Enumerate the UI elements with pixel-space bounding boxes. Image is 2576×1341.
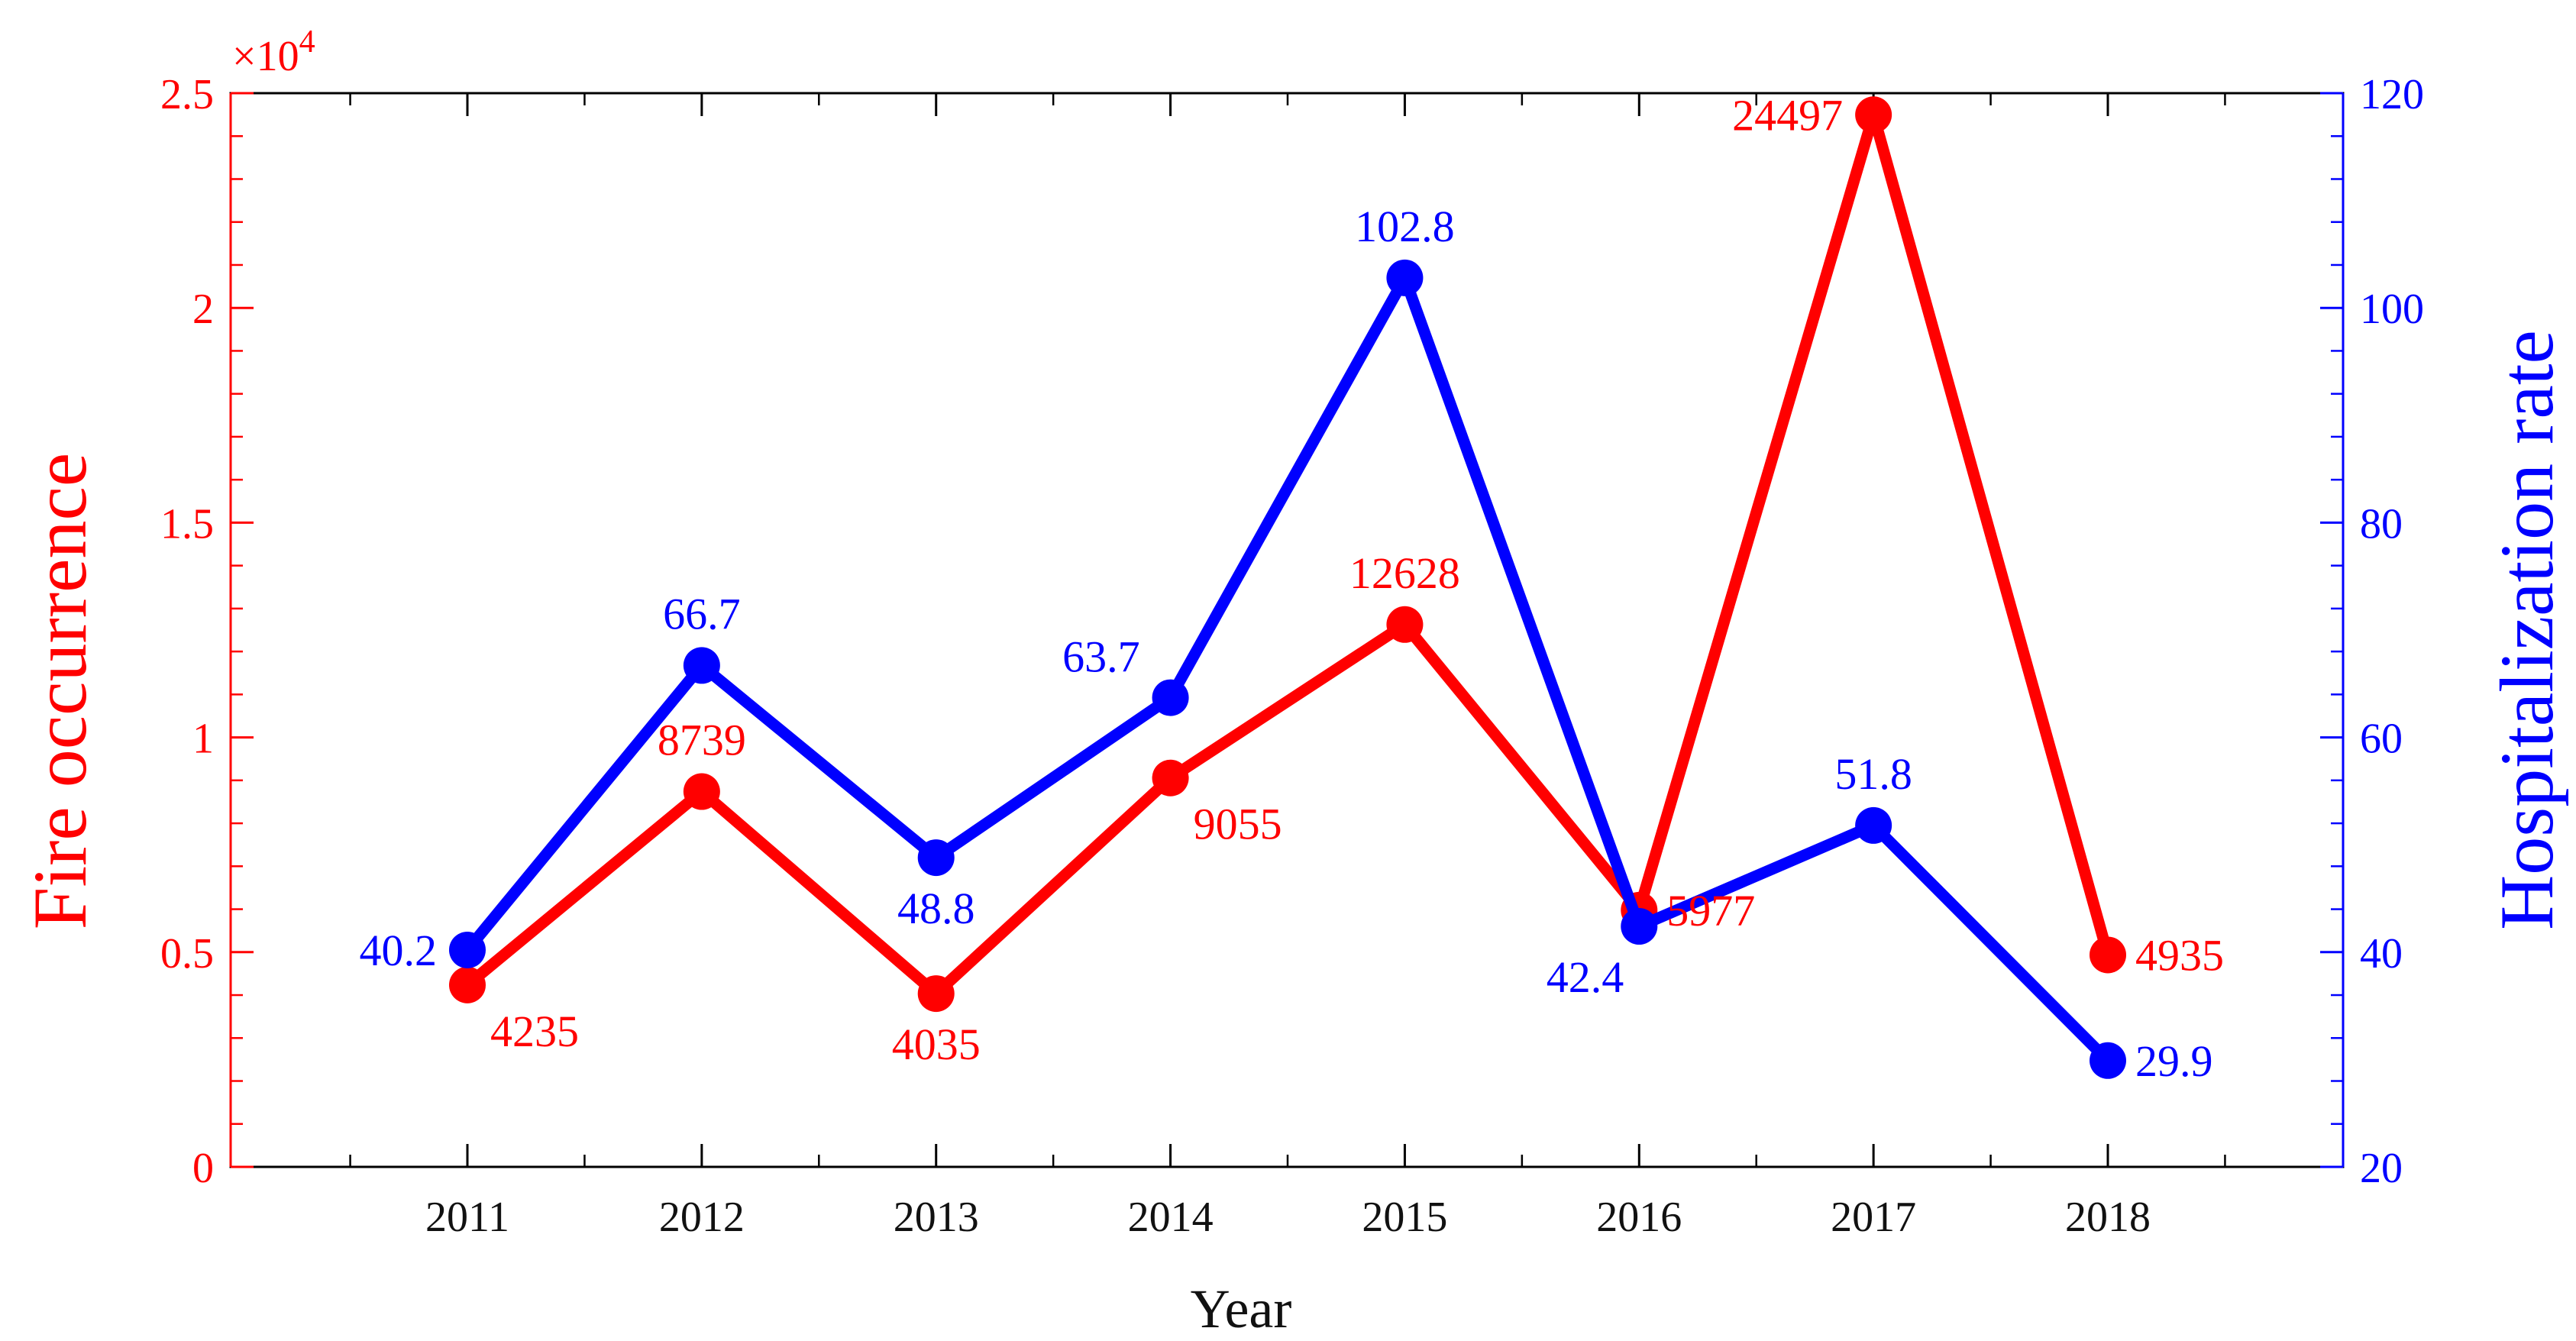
data-point — [917, 975, 955, 1013]
multiplier-base: ×10 — [232, 33, 299, 80]
left-axis-title: Fire occurrence — [18, 453, 102, 930]
data-label: 5977 — [1666, 886, 1755, 935]
right-tick-label: 120 — [2360, 71, 2424, 118]
left-tick-label: 2 — [192, 286, 214, 333]
data-point — [1855, 806, 1892, 844]
data-label: 29.9 — [2135, 1036, 2213, 1086]
data-point — [1855, 96, 1892, 134]
data-point — [2090, 936, 2126, 974]
data-label: 102.8 — [1355, 202, 1455, 251]
data-label: 12628 — [1349, 548, 1460, 598]
data-point — [449, 966, 486, 1003]
series-line-hospitalization-rate — [463, 272, 2112, 1065]
data-point — [2090, 1042, 2126, 1079]
left-tick-label: 0.5 — [160, 930, 214, 977]
x-tick-label: 2013 — [894, 1194, 979, 1241]
right-tick-label: 60 — [2360, 716, 2403, 763]
data-point — [1386, 259, 1424, 296]
left-tick-label: 1 — [192, 716, 214, 763]
series-layer — [449, 96, 2126, 1079]
data-label: 48.8 — [897, 884, 975, 933]
data-point — [1152, 679, 1189, 716]
data-label: 9055 — [1194, 800, 1282, 849]
data-label: 4235 — [490, 1007, 579, 1056]
left-tick-label: 2.5 — [160, 71, 214, 118]
data-label: 24497 — [1732, 90, 1843, 140]
right-axis-title: Hospitalization rate — [2484, 330, 2569, 930]
left-tick-label: 1.5 — [160, 500, 214, 548]
data-point — [683, 773, 720, 810]
data-point — [917, 839, 955, 877]
data-point — [683, 647, 720, 684]
data-label: 51.8 — [1834, 749, 1912, 799]
data-label: 40.2 — [360, 926, 438, 975]
axes: 0 0.5 1 1.5 2 2.5 ×104 20 40 60 80 100 120 2011 2012 20… — [18, 24, 2569, 1339]
data-label: 4935 — [2135, 930, 2224, 980]
right-tick-label: 40 — [2360, 930, 2403, 977]
data-point — [449, 931, 486, 968]
x-tick-label: 2014 — [1128, 1194, 1214, 1241]
data-label: 42.4 — [1547, 952, 1624, 1002]
left-tick-label: 0 — [192, 1145, 214, 1192]
data-point — [1386, 606, 1424, 643]
data-label: 4035 — [892, 1019, 981, 1069]
x-axis-title: Year — [1191, 1278, 1292, 1339]
x-tick-label: 2011 — [425, 1194, 509, 1241]
minor-ticks — [231, 93, 2343, 1167]
right-tick-label: 20 — [2360, 1145, 2403, 1192]
data-labels: 4235 8739 4035 9055 12628 5977 24497 4935 40.2 66… — [360, 90, 2225, 1086]
x-tick-label: 2015 — [1362, 1194, 1447, 1241]
data-point — [1621, 908, 1658, 945]
left-axis-multiplier: ×104 — [232, 24, 315, 80]
right-tick-label: 100 — [2360, 286, 2424, 333]
data-label: 66.7 — [663, 589, 741, 638]
series-line-fire-occurrence — [464, 108, 2114, 1000]
multiplier-exponent: 4 — [299, 24, 315, 60]
x-tick-label: 2016 — [1596, 1194, 1682, 1241]
x-tick-label: 2018 — [2065, 1194, 2151, 1241]
data-point — [1152, 759, 1189, 797]
right-tick-label: 80 — [2360, 500, 2403, 548]
data-label: 8739 — [658, 716, 746, 765]
data-label: 63.7 — [1062, 632, 1140, 682]
x-tick-label: 2017 — [1831, 1194, 1916, 1241]
x-tick-label: 2012 — [659, 1194, 745, 1241]
